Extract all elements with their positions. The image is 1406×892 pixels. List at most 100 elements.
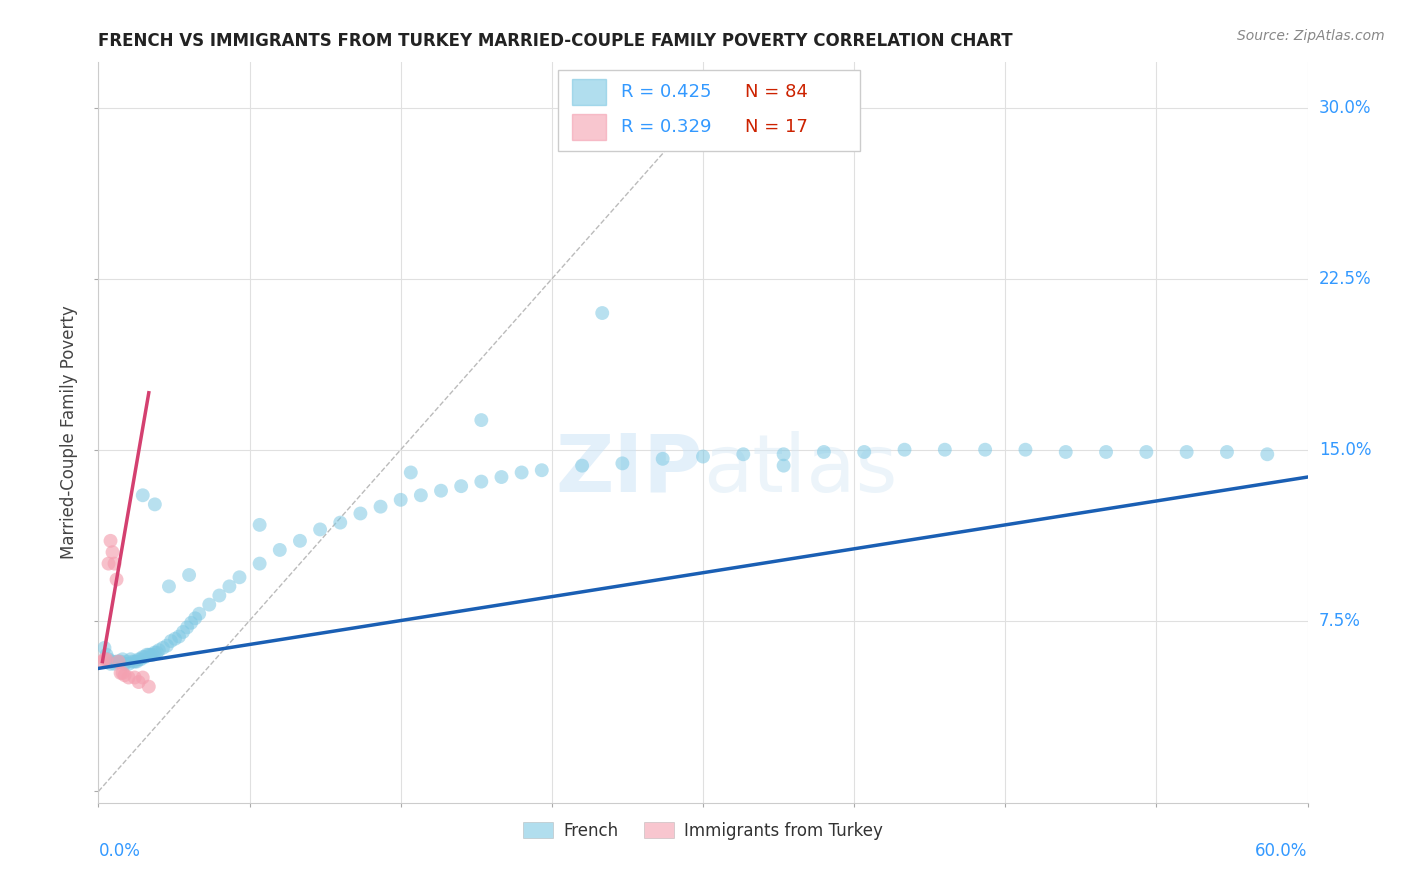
Text: 22.5%: 22.5%	[1319, 270, 1371, 288]
Point	[118, 657, 141, 671]
Point	[105, 655, 128, 669]
Point	[138, 680, 160, 694]
Point	[103, 557, 125, 571]
Point	[97, 557, 120, 571]
Text: 30.0%: 30.0%	[1319, 99, 1371, 117]
Point	[156, 639, 179, 653]
Point	[218, 579, 240, 593]
Text: ZIP: ZIP	[555, 431, 703, 508]
Point	[1014, 442, 1036, 457]
Point	[132, 488, 155, 502]
Point	[510, 466, 533, 480]
Point	[612, 456, 634, 470]
Point	[651, 451, 673, 466]
Point	[132, 650, 155, 665]
Point	[101, 655, 124, 669]
Point	[143, 645, 166, 659]
Point	[389, 492, 412, 507]
Point	[111, 652, 134, 666]
Point	[1256, 447, 1278, 461]
Point	[107, 655, 129, 669]
Point	[142, 648, 165, 662]
Point	[772, 458, 794, 473]
Point	[172, 624, 194, 639]
Bar	[572, 114, 606, 140]
Y-axis label: Married-Couple Family Poverty: Married-Couple Family Poverty	[60, 306, 79, 559]
Point	[96, 648, 118, 662]
Point	[134, 650, 156, 665]
FancyBboxPatch shape	[558, 70, 860, 152]
Point	[249, 557, 271, 571]
Point	[110, 665, 132, 680]
Point	[128, 675, 150, 690]
Point	[110, 655, 132, 669]
Point	[470, 413, 492, 427]
Point	[97, 652, 120, 666]
Point	[93, 640, 115, 655]
Point	[269, 543, 291, 558]
Point	[135, 648, 157, 662]
Point	[591, 306, 613, 320]
Point	[114, 657, 136, 671]
Point	[692, 450, 714, 464]
Point	[125, 655, 148, 669]
Point	[146, 645, 169, 659]
Point	[491, 470, 513, 484]
Point	[853, 445, 876, 459]
Point	[893, 442, 915, 457]
Text: FRENCH VS IMMIGRANTS FROM TURKEY MARRIED-COUPLE FAMILY POVERTY CORRELATION CHART: FRENCH VS IMMIGRANTS FROM TURKEY MARRIED…	[98, 32, 1014, 50]
Point	[184, 611, 207, 625]
Point	[132, 671, 155, 685]
Bar	[572, 79, 606, 105]
Text: 15.0%: 15.0%	[1319, 441, 1371, 458]
Point	[974, 442, 997, 457]
Point	[1175, 445, 1198, 459]
Point	[101, 545, 124, 559]
Point	[1216, 445, 1239, 459]
Point	[1135, 445, 1157, 459]
Text: atlas: atlas	[703, 431, 897, 508]
Point	[179, 568, 201, 582]
Point	[450, 479, 472, 493]
Point	[409, 488, 432, 502]
Point	[115, 655, 138, 669]
Point	[100, 657, 122, 671]
Point	[1095, 445, 1118, 459]
Point	[124, 655, 146, 669]
Point	[733, 447, 755, 461]
Point	[1054, 445, 1077, 459]
Point	[772, 447, 794, 461]
Point	[157, 579, 180, 593]
Text: 60.0%: 60.0%	[1256, 842, 1308, 860]
Point	[160, 634, 183, 648]
Legend: French, Immigrants from Turkey: French, Immigrants from Turkey	[517, 815, 889, 847]
Text: 7.5%: 7.5%	[1319, 612, 1361, 630]
Point	[813, 445, 835, 459]
Point	[107, 655, 129, 669]
Point	[96, 652, 118, 666]
Point	[105, 573, 128, 587]
Point	[370, 500, 392, 514]
Point	[143, 497, 166, 511]
Text: N = 17: N = 17	[745, 118, 808, 136]
Point	[114, 668, 136, 682]
Point	[91, 655, 114, 669]
Point	[288, 533, 311, 548]
Point	[120, 652, 142, 666]
Text: R = 0.425: R = 0.425	[621, 83, 711, 101]
Point	[118, 671, 141, 685]
Point	[180, 615, 202, 630]
Point	[399, 466, 422, 480]
Text: 0.0%: 0.0%	[98, 842, 141, 860]
Point	[309, 523, 332, 537]
Point	[100, 533, 122, 548]
Point	[198, 598, 221, 612]
Point	[571, 458, 593, 473]
Point	[163, 632, 186, 646]
Point	[103, 657, 125, 671]
Point	[152, 640, 174, 655]
Point	[934, 442, 956, 457]
Point	[148, 643, 170, 657]
Text: R = 0.329: R = 0.329	[621, 118, 711, 136]
Point	[128, 652, 150, 666]
